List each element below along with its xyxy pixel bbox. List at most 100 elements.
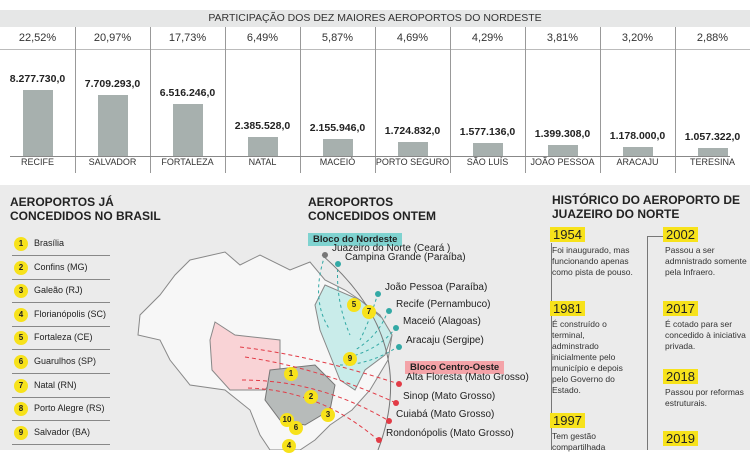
map-sudeste-region [264,364,336,426]
map-marker: 9 [343,352,357,366]
conceded-item: 1 Brasília [12,234,110,256]
airport-dot [322,252,328,258]
map-marker: 4 [282,439,296,453]
value-label: 2.155.946,0 [309,121,366,134]
share-label: 20,97% [75,27,150,50]
column-divider [75,27,76,173]
number-badge: 2 [14,260,28,275]
number-badge: 7 [14,378,28,393]
map-marker: 7 [362,305,376,319]
bar [23,90,53,156]
category-label: MACEIÓ [319,157,356,167]
airport-label: Recife (Pernambuco) [396,299,491,310]
event-text: É cotado para ser concedido à iniciativa… [665,319,746,351]
event-year: 2002 [663,227,698,242]
number-badge: 3 [14,284,28,299]
column-divider [225,27,226,173]
event-text: É construído o terminal, adminstrado ini… [552,319,623,395]
airport-name: Florianópolis (SC) [34,308,107,319]
value-label: 6.516.246,0 [159,87,216,100]
airport-name: Brasília [34,238,65,248]
conceded-title-line2: CONCEDIDOS NO BRASIL [10,209,161,223]
yesterday-title: AEROPORTOS CONCEDIDOS ONTEM [308,195,436,223]
number-badge: 9 [14,425,28,440]
bar-column: 3,81% 1.399.308,0 JOÃO PESSOA [525,27,600,173]
number-badge: 6 [14,355,28,369]
column-divider [675,27,676,173]
category-label: PORTO SEGURO [375,157,450,167]
airport-name: Confins (MG) [34,261,88,272]
bar-column: 5,87% 2.155.946,0 MACEIÓ [300,27,375,173]
category-label: TERESINA [689,157,735,167]
share-label: 4,29% [450,27,525,50]
bloco-nordeste-tag: Bloco do Nordeste [308,233,403,246]
airport-label: Cuiabá (Mato Grosso) [396,409,495,420]
airport-label: Juazeiro do Norte (Ceará ) [332,243,451,254]
airport-dot [393,325,399,331]
airport-name: Galeão (RJ) [34,285,83,296]
bar-column: 4,29% 1.577.136,0 SÃO LUÍS [450,27,525,173]
bar [398,142,428,156]
share-label: 5,87% [300,27,375,50]
bar-column: 6,49% 2.385.528,0 NATAL [225,27,300,173]
bar [698,147,728,156]
conceded-item: 9 Salvador (BA) [12,423,110,445]
bar-column: 4,69% 1.724.832,0 PORTO SEGURO [375,27,450,173]
share-label: 4,69% [375,27,450,50]
bar [248,136,278,156]
bar [623,146,653,156]
airport-label: Sinop (Mato Grosso) [403,391,496,402]
yesterday-title-line2: CONCEDIDOS ONTEM [308,209,437,223]
conceded-item: 4 Florianópolis (SC) [12,305,110,327]
event-text: Tem gestão compartilhada [552,431,606,452]
airport-dot [386,308,392,314]
conceded-item: 5 Fortaleza (CE) [12,328,110,351]
airport-dot [396,381,402,387]
share-label: 3,81% [525,27,600,50]
category-label: NATAL [248,157,277,167]
category-label: ARACAJU [616,157,659,167]
airport-label: Rondonópolis (Mato Grosso) [386,428,514,439]
event-year: 2019 [663,431,698,446]
category-label: FORTALEZA [161,157,214,167]
conceded-item: 3 Galeão (RJ) [12,281,110,304]
map-marker: 10 [280,413,294,427]
event-year: 1981 [550,301,585,316]
airport-label: João Pessoa (Paraíba) [385,282,488,293]
airport-name: Salvador (BA) [34,426,91,437]
history-title-line2: JUAZEIRO DO NORTE [552,207,680,221]
bar [473,143,503,156]
event-text: Passou por reformas estruturais. [665,387,744,408]
bar-column: 22,52% 8.277.730,0 RECIFE [0,27,75,173]
event-year: 2017 [663,301,698,316]
category-label: JOÃO PESSOA [530,157,595,167]
airport-name: Guarulhos (SP) [34,356,97,366]
airport-label: Alta Floresta (Mato Grosso) [406,372,529,383]
share-label: 3,20% [600,27,675,50]
airport-dot [376,437,382,443]
airport-dot [375,291,381,297]
event-text: Foi inaugurado, mas funcionando apenas c… [552,245,633,277]
number-badge: 8 [14,402,28,417]
map-marker: 2 [304,390,318,404]
chart-baseline [10,156,730,157]
airport-name: Fortaleza (CE) [34,332,93,343]
column-divider [450,27,451,173]
column-divider [300,27,301,173]
column-divider [600,27,601,173]
event-text: Passou a ser admnistrado somente pela In… [665,245,747,277]
bar [98,94,128,156]
map-marker: 5 [347,298,361,312]
yesterday-title-line1: AEROPORTOS [308,195,394,209]
timeline-connector [647,236,663,237]
value-label: 1.057.322,0 [684,130,741,143]
category-label: RECIFE [20,157,54,167]
conceded-item: 7 Natal (RN) [12,376,110,398]
bar-column: 2,88% 1.057.322,0 TERESINA [675,27,750,173]
value-label: 8.277.730,0 [9,73,66,85]
airport-dot [386,418,392,424]
number-badge: 1 [14,237,28,251]
bar [548,144,578,156]
bar [173,104,203,156]
conceded-item: 6 Guarulhos (SP) [12,352,110,374]
